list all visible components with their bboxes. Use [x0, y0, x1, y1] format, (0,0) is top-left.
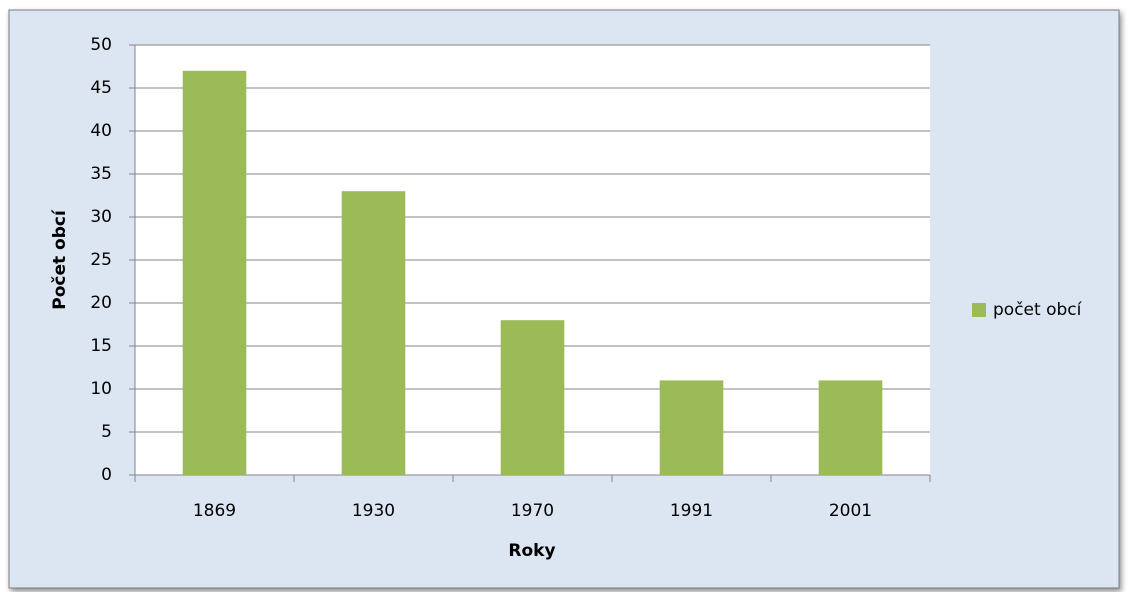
y-axis-title: Počet obcí — [50, 209, 70, 310]
x-tick-label: 1970 — [511, 501, 554, 521]
y-tick-label: 25 — [90, 250, 112, 270]
bar — [182, 70, 247, 476]
x-tick-label: 2001 — [829, 501, 872, 521]
y-tick-label: 0 — [101, 465, 112, 485]
x-tick-label: 1869 — [193, 501, 236, 521]
bar — [818, 380, 883, 475]
y-tick-label: 5 — [101, 422, 112, 442]
x-tick-label: 1991 — [670, 501, 713, 521]
y-tick-label: 50 — [90, 35, 112, 55]
x-tick-label: 1930 — [352, 501, 395, 521]
y-tick-label: 20 — [90, 293, 112, 313]
y-tick-label: 10 — [90, 379, 112, 399]
y-tick-label: 35 — [90, 164, 112, 184]
bar — [500, 320, 565, 475]
x-axis-title: Roky — [508, 541, 555, 561]
y-tick-label: 40 — [90, 121, 112, 141]
bar — [341, 191, 406, 475]
y-tick-label: 45 — [90, 78, 112, 98]
y-tick-label: 15 — [90, 336, 112, 356]
legend-swatch — [972, 303, 986, 317]
legend-label: počet obcí — [993, 300, 1083, 320]
bar — [659, 380, 724, 475]
y-tick-label: 30 — [90, 207, 112, 227]
